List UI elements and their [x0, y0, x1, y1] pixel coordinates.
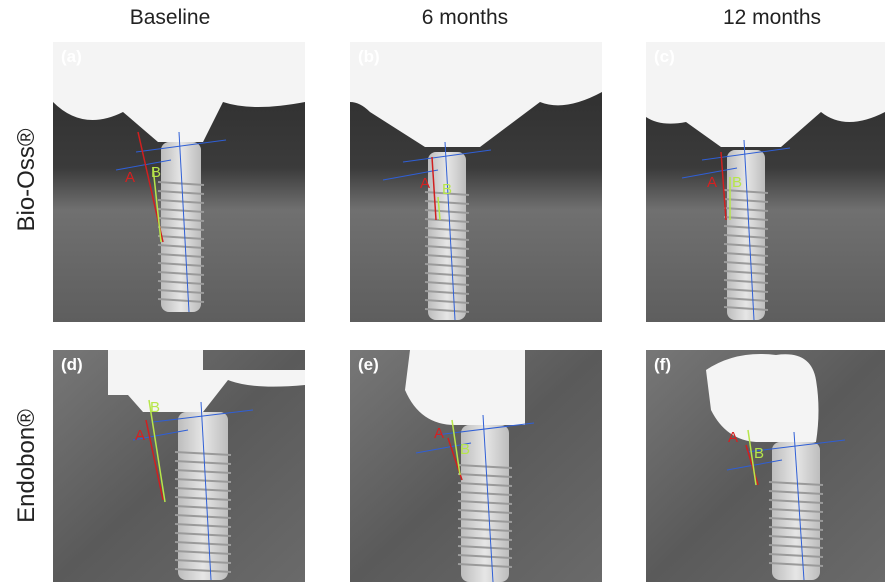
- column-header: Baseline: [130, 6, 211, 29]
- measure-label: A: [707, 174, 717, 191]
- radiograph-panel: (d) AB: [53, 350, 305, 582]
- row-label: Endobon®: [13, 409, 40, 523]
- measure-label: A: [420, 175, 430, 192]
- crown: [405, 350, 525, 425]
- panel-label: (a): [61, 47, 82, 66]
- column-header: 12 months: [723, 6, 821, 29]
- measure-label: A: [135, 427, 145, 444]
- panel-label: (e): [358, 355, 379, 374]
- panel-label: (d): [61, 355, 83, 374]
- measure-label: B: [442, 181, 452, 198]
- measure-label: B: [754, 445, 764, 462]
- measure-label: B: [460, 441, 470, 458]
- column-header: 6 months: [422, 6, 508, 29]
- panel-label: (f): [654, 355, 671, 374]
- row-label: Bio-Oss®: [13, 128, 40, 231]
- radiograph-panel: (a) AB: [53, 42, 305, 322]
- radiograph-panel: (e) AB: [350, 350, 602, 582]
- figure: Baseline 6 months 12 months Bio-Oss® End…: [0, 0, 887, 585]
- measure-label: A: [728, 429, 738, 446]
- panel-label: (c): [654, 47, 675, 66]
- radiograph-panel: (f) AB: [646, 350, 885, 582]
- measure-label: B: [150, 399, 160, 416]
- panel-label: (b): [358, 47, 380, 66]
- measure-label: A: [125, 169, 135, 186]
- measure-label: A: [434, 425, 444, 442]
- measure-label: B: [732, 174, 742, 191]
- measure-label: B: [151, 164, 161, 181]
